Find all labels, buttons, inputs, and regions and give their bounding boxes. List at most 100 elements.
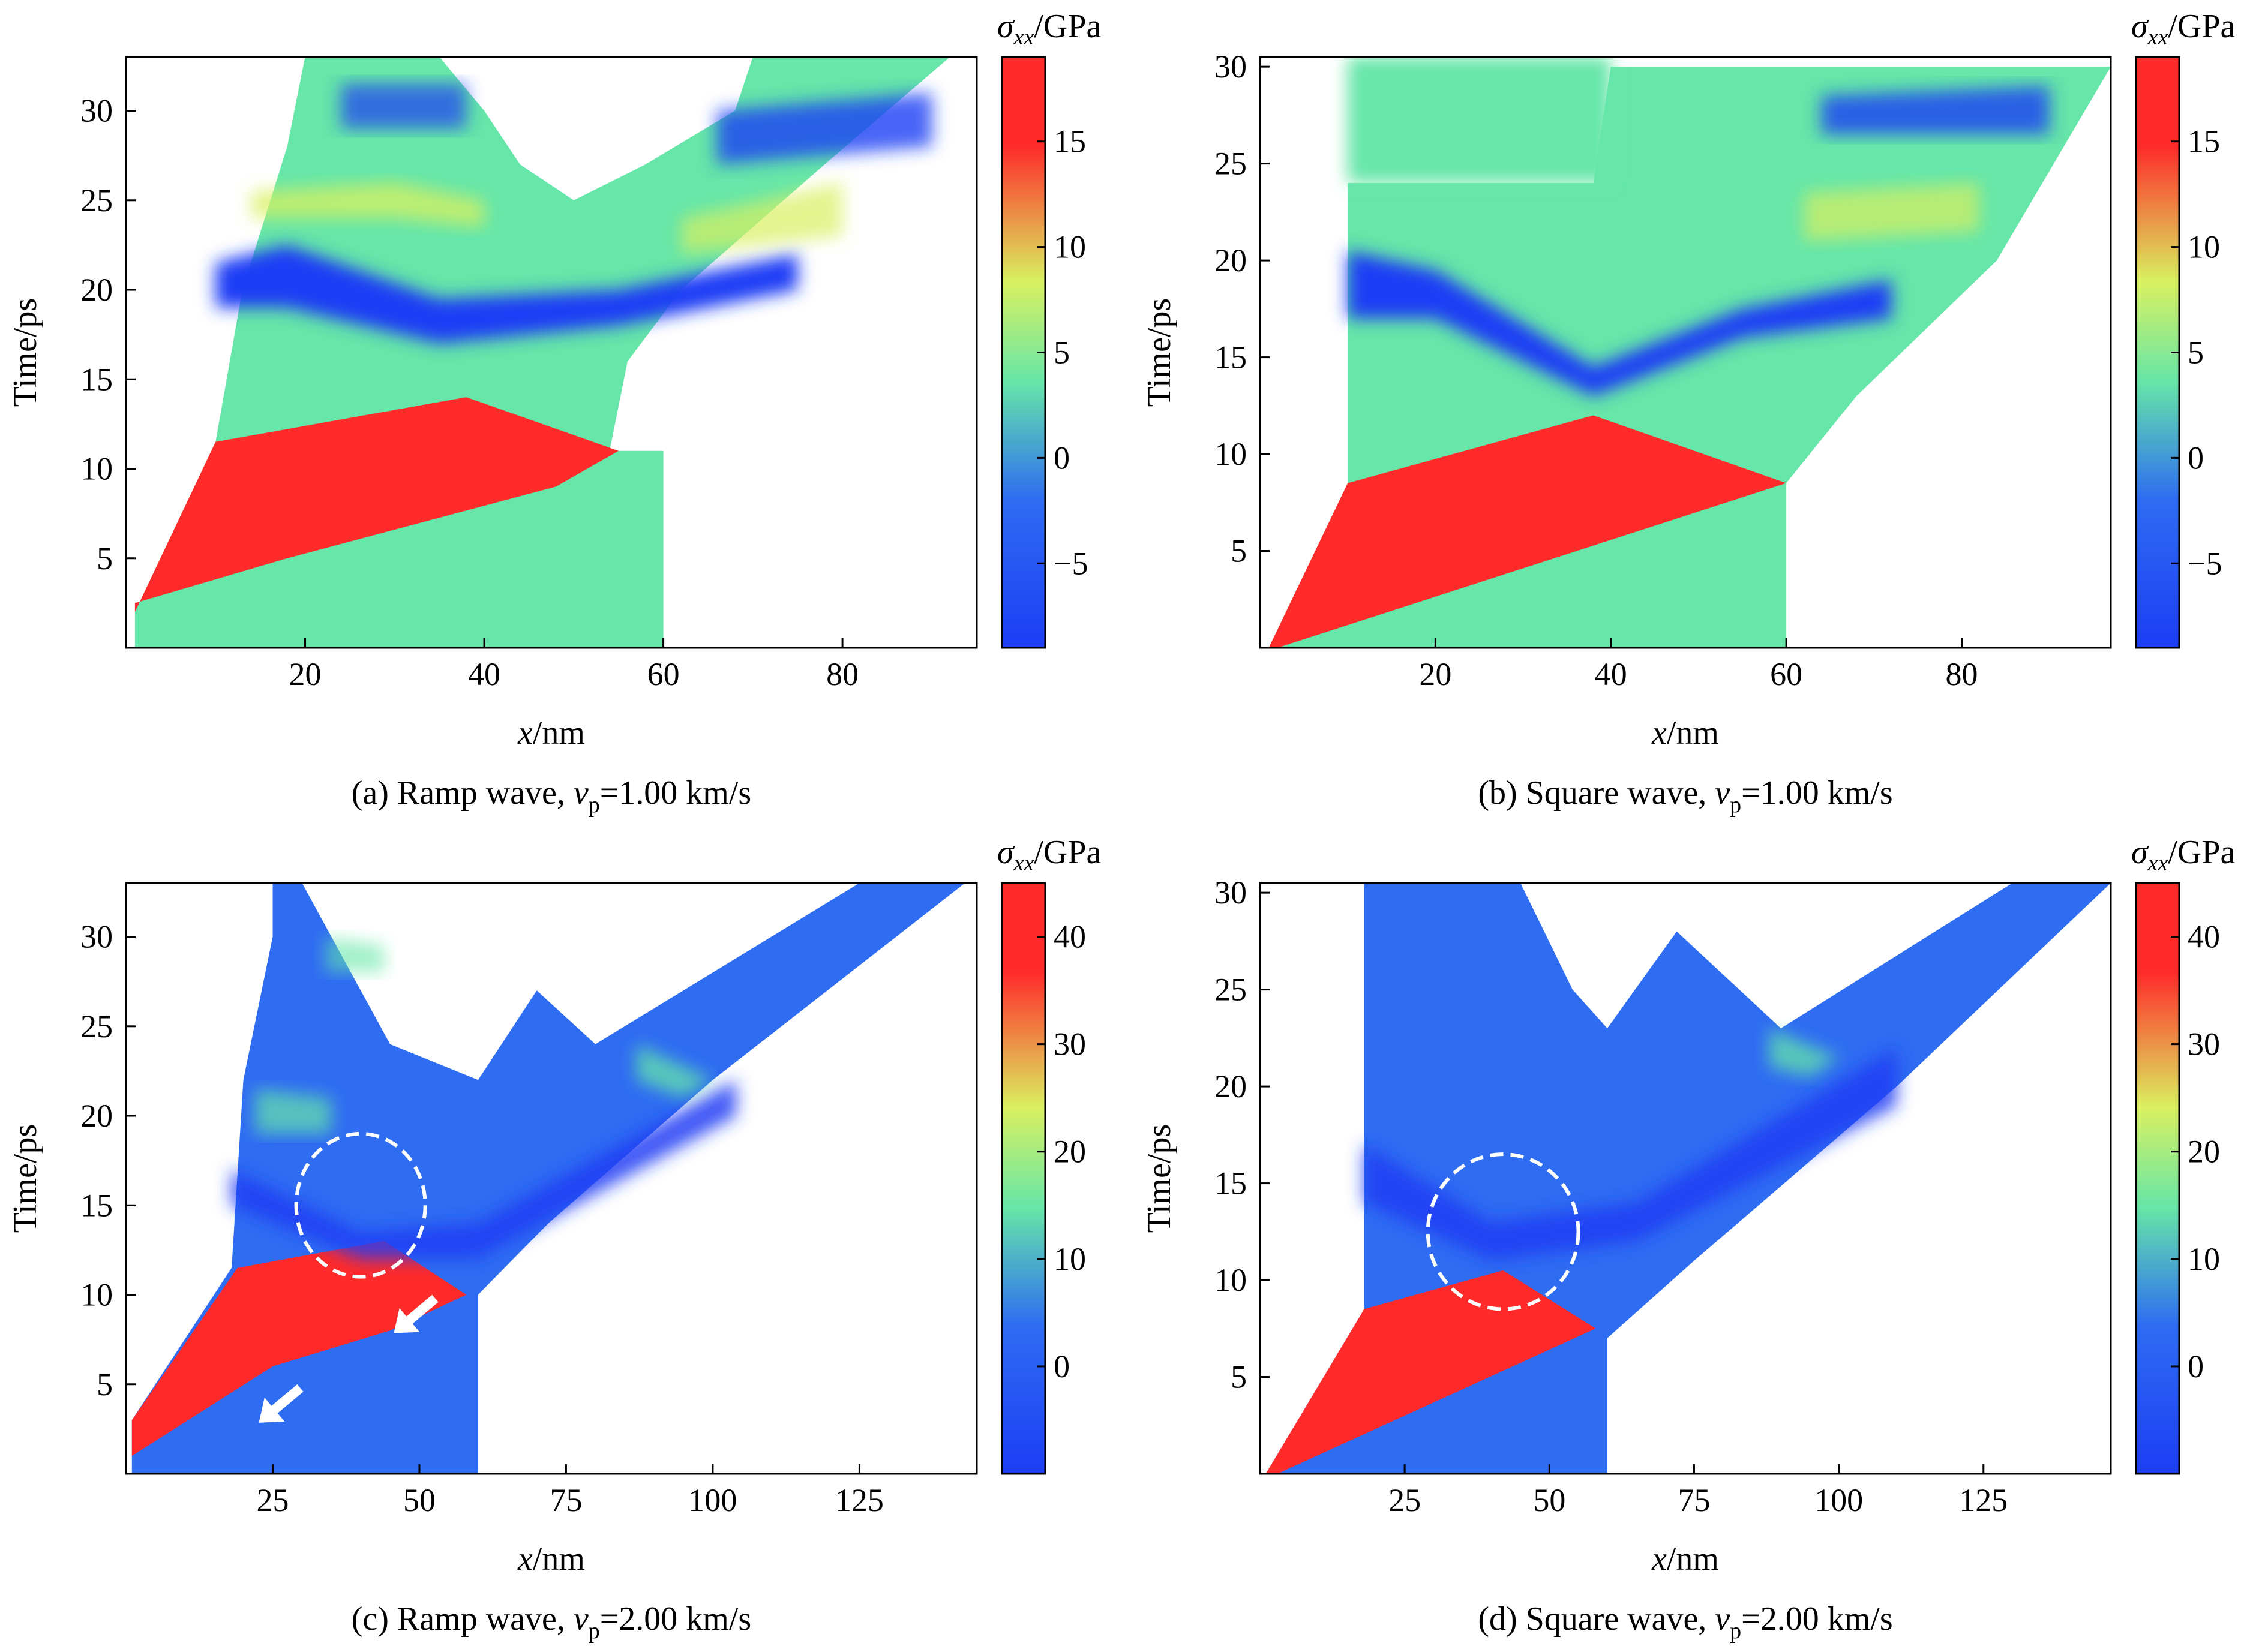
high-stress-band [325,936,385,973]
tension-band [341,83,467,129]
y-tick-label: 10 [80,1277,113,1313]
x-tick-label: 125 [835,1482,884,1518]
compression-zone [131,1241,467,1456]
colorbar-tick-label: 10 [1054,1241,1086,1277]
chart-a: 20 40 60 80 5 10 15 20 25 30 x/nm Time/ps (a) Ramp w… [7,8,1102,818]
x-tick-label: 100 [1814,1482,1863,1518]
tension-band [717,92,932,165]
y-tick-label: 25 [1214,972,1247,1008]
colorbar-tick-label: 15 [2188,124,2220,160]
plot-frame [125,56,978,649]
y-tick-label: 20 [1214,242,1247,278]
high-stress-band [1804,182,1979,241]
y-tick-label: 20 [80,272,113,308]
compression-zone [134,397,619,612]
colorbar-tick-label: 20 [2188,1134,2220,1170]
panel-d: 25 50 75 100 125 5 10 15 20 25 30 x/nm Time/ps (d) Sq… [1134,826,2268,1652]
x-tick-label: 80 [1945,656,1978,692]
colorbar-tick-label: −5 [1054,545,1088,581]
colorbar-tick-label: 20 [1054,1134,1086,1170]
high-stress-band [636,1044,713,1098]
y-tick-label: 20 [80,1098,113,1134]
dashed-circle-annotation [1426,1152,1580,1311]
y-tick-label: 30 [80,93,113,129]
panel-a: 20 40 60 80 5 10 15 20 25 30 x/nm Time/ps (a) Ramp w… [0,0,1134,826]
panel-caption: (b) Square wave, vp=1.00 km/s [1478,774,1892,818]
colorbar-label: σxx/GPa [2131,8,2236,50]
x-tick-label: 20 [289,656,322,692]
y-tick-label: 10 [1214,436,1247,472]
high-stress-band [251,182,485,227]
heatmap-field [1265,883,2111,1474]
y-axis-label: Time/ps [7,1124,44,1233]
panel-caption: (a) Ramp wave, vp=1.00 km/s [352,774,751,818]
colorbar-tick-label: 10 [1054,229,1086,265]
panel-c: 25 50 75 100 125 5 10 15 20 25 30 x/nm Time/ps (c) Ra… [0,826,1134,1652]
x-axis-label: x/nm [517,714,585,752]
x-tick-label: 40 [468,656,500,692]
y-tick-label: 5 [1231,533,1247,569]
panel-caption: (d) Square wave, vp=2.00 km/s [1478,1600,1892,1644]
compression-zone [1268,415,1787,648]
x-tick-label: 50 [1533,1482,1565,1518]
colorbar-tick-label: 40 [1054,919,1086,955]
y-tick-label: 30 [1214,49,1247,85]
colorbar-tick-label: 30 [1054,1026,1086,1062]
colorbar-tick-label: −5 [2188,545,2222,581]
tension-band [1364,1047,1897,1261]
x-tick-label: 60 [647,656,680,692]
x-tick-label: 75 [550,1482,582,1518]
colorbar-tick-label: 0 [2188,1348,2204,1384]
colorbar-tick-label: 40 [2188,919,2220,955]
x-tick-label: 100 [688,1482,737,1518]
y-axis-label: Time/ps [1141,1124,1178,1233]
x-axis-label: x/nm [517,1540,585,1578]
compression-zone [1265,1270,1596,1474]
heatmap-field [134,57,950,648]
x-tick-label: 25 [1388,1482,1421,1518]
plot-frame [125,882,978,1475]
colorbar-tick-label: 15 [1054,124,1086,160]
y-tick-label: 15 [80,1187,113,1223]
y-tick-label: 30 [1214,875,1247,911]
plot-frame [1259,882,2112,1475]
panel-b: 20 40 60 80 5 10 15 20 25 30 x/nm Time/ps (b) Square… [1134,0,2268,826]
x-axis-label: x/nm [1651,714,1719,752]
arrow-annotation [394,1294,439,1333]
heatmap-field [1268,57,2111,648]
y-axis-label: Time/ps [7,298,44,407]
y-tick-label: 30 [80,919,113,955]
high-stress-band [255,1089,332,1134]
colorbar-label: σxx/GPa [2131,834,2236,876]
x-tick-label: 40 [1595,656,1627,692]
medium-region [131,883,965,1474]
arrow-annotation [259,1384,304,1423]
colorbar-tick-label: 10 [2188,229,2220,265]
colorbar-tick-label: 0 [1054,440,1070,476]
y-tick-label: 25 [80,1008,113,1044]
y-tick-label: 20 [1214,1068,1247,1104]
dashed-circle-annotation [294,1131,427,1279]
y-tick-label: 5 [97,1366,113,1402]
colorbar-label: σxx/GPa [997,8,1102,50]
colorbar-tick-label: 5 [1054,335,1070,371]
colorbar-tick-label: 0 [1054,1348,1070,1384]
colorbar-tick-label: 10 [2188,1241,2220,1277]
heatmap-field [131,883,965,1474]
high-stress-band [681,182,843,254]
plot-frame [1259,56,2112,649]
y-tick-label: 15 [1214,340,1247,376]
colorbar-label: σxx/GPa [997,834,1102,876]
panel-caption: (c) Ramp wave, vp=2.00 km/s [352,1600,751,1644]
colorbar [2135,882,2180,1475]
colorbar-tick-label: 30 [2188,1026,2220,1062]
tension-band [232,1080,736,1259]
chart-b: 20 40 60 80 5 10 15 20 25 30 x/nm Time/ps (b) Square… [1141,8,2236,818]
y-tick-label: 5 [1231,1359,1247,1395]
x-tick-label: 25 [256,1482,289,1518]
colorbar [1001,882,1046,1475]
colorbar-tick-label: 5 [2188,335,2204,371]
